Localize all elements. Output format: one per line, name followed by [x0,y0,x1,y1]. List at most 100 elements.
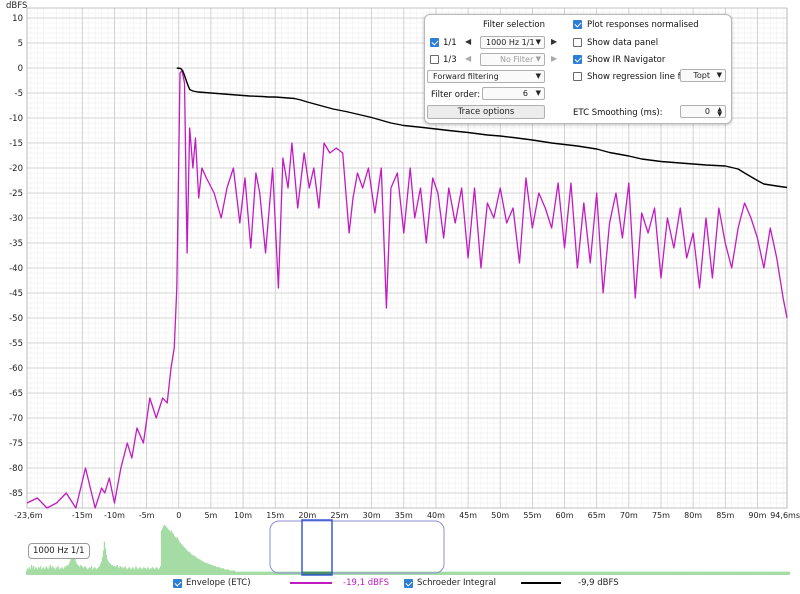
ir-navigator-bar [720,571,722,575]
y-tick-label: -20 [9,164,23,174]
ir-navigator-bar [621,571,624,575]
band-1-1-select[interactable]: 1000 Hz 1/1 ▼ [480,36,545,49]
schroeder-checkbox[interactable] [404,579,413,588]
ir-navigator-bar [272,571,274,575]
ir-navigator-bar [672,571,675,575]
band-next-arrow-icon[interactable]: ▶ [551,37,558,46]
band-prev-arrow-icon[interactable]: ◀ [465,37,472,46]
ir-navigator-bar [173,536,176,575]
ir-navigator-bar [628,571,630,575]
ir-navigator-bar [591,571,593,575]
ir-navigator-bar [187,551,189,575]
ir-navigator-bar [747,571,750,575]
x-tick-label: 90m [748,511,766,520]
ir-navigator-bar [92,568,95,575]
ir-navigator-bar [584,571,586,575]
ir-navigator-bar [666,571,669,575]
plot-normalised-checkbox[interactable] [573,20,582,29]
ir-navigator-bar [467,571,469,575]
ir-navigator-bar [108,562,111,575]
x-tick-label: 85m [716,511,734,520]
ir-navigator-bar [698,571,700,575]
ir-navigator-bar [140,568,142,575]
ir-navigator-bar [777,571,779,575]
ir-navigator-bar [101,557,104,575]
ir-navigator-bar [170,530,173,575]
ir-navigator-bar [751,571,753,575]
ir-navigator-bar [58,569,60,575]
band-prev-arrow-icon[interactable]: ◀ [465,54,472,63]
ir-navigator-bar [485,571,488,575]
octave-1-1-checkbox[interactable] [430,38,439,47]
ir-navigator-bar [574,571,576,575]
show-regression-checkbox[interactable] [573,72,582,81]
ir-navigator-selection[interactable] [301,519,333,576]
etc-smoothing-spinner[interactable]: 0 ▲ ▼ [680,105,726,118]
ir-navigator-bar [50,568,52,575]
ir-navigator-bar [201,560,203,575]
ir-navigator-bar [579,571,581,575]
ir-navigator-bar [735,571,738,575]
ir-navigator-bar [660,571,662,575]
ir-navigator-bar [33,569,36,575]
ir-navigator-bar [259,571,261,575]
ir-navigator-bar [780,571,782,575]
schroeder-legend-swatch [521,582,561,584]
ir-navigator-bar [784,571,786,575]
ir-navigator-bar [151,568,153,575]
ir-navigator-bar [134,568,136,575]
ir-navigator-bar [779,571,781,575]
ir-navigator-bar [761,571,763,575]
filter-order-select[interactable]: 6 ▼ [482,87,545,100]
ir-navigator-bar [616,571,619,575]
octave-1-3-checkbox[interactable] [430,55,439,64]
ir-navigator[interactable] [26,517,790,577]
ir-navigator-bar [673,571,676,575]
ir-navigator-bar [243,571,245,575]
ir-navigator-bar [567,571,569,575]
band-1-3-value: No Filter [500,55,534,64]
spinner-arrows-icon[interactable]: ▲ ▼ [717,106,722,118]
filtering-mode-select[interactable]: Forward filtering ▼ [427,70,545,83]
trace-options-button[interactable]: Trace options [427,105,545,119]
ir-navigator-bar [263,571,265,575]
ir-navigator-bar [635,571,637,575]
ir-navigator-bar [726,571,728,575]
ir-navigator-bar [766,571,768,575]
ir-navigator-bar [757,571,759,575]
show-data-panel-label: Show data panel [587,38,659,48]
ir-navigator-bar [156,568,159,575]
show-ir-navigator-checkbox[interactable] [573,55,582,64]
band-next-arrow-icon[interactable]: ▶ [551,54,558,63]
x-tick-label: 45m [459,511,477,520]
ir-navigator-bar [676,571,679,575]
envelope-checkbox[interactable] [173,579,182,588]
ir-navigator-bar [741,571,744,575]
ir-navigator-bar [771,571,773,575]
ir-navigator-bar [700,571,702,575]
ir-navigator-bar [662,571,664,575]
ir-navigator-bar [517,571,519,575]
ir-navigator-bar [218,567,221,575]
ir-navigator-bar [680,571,683,575]
x-tick-label: 94,6ms [770,511,800,520]
ir-navigator-bar [508,571,510,575]
ir-navigator-bar [198,559,200,575]
ir-navigator-bar [637,571,639,575]
ir-navigator-bar [503,571,505,575]
ir-navigator-bar [57,566,59,575]
ir-navigator-bar [610,571,613,575]
ir-navigator-window[interactable] [269,520,445,574]
regression-target-select[interactable]: Topt ▼ [680,69,726,82]
ir-navigator-bar [143,567,145,575]
ir-navigator-bar [670,571,673,575]
band-1-3-select[interactable]: No Filter ▼ [480,53,545,66]
y-tick-label: 0 [18,64,23,74]
series-layer [26,67,788,509]
show-data-panel-checkbox[interactable] [573,38,582,47]
ir-navigator-bar [499,571,501,575]
ir-navigator-bar [36,569,39,575]
y-tick-label: 5 [18,39,23,49]
ir-navigator-bar [256,571,258,575]
ir-navigator-bar [63,568,65,575]
